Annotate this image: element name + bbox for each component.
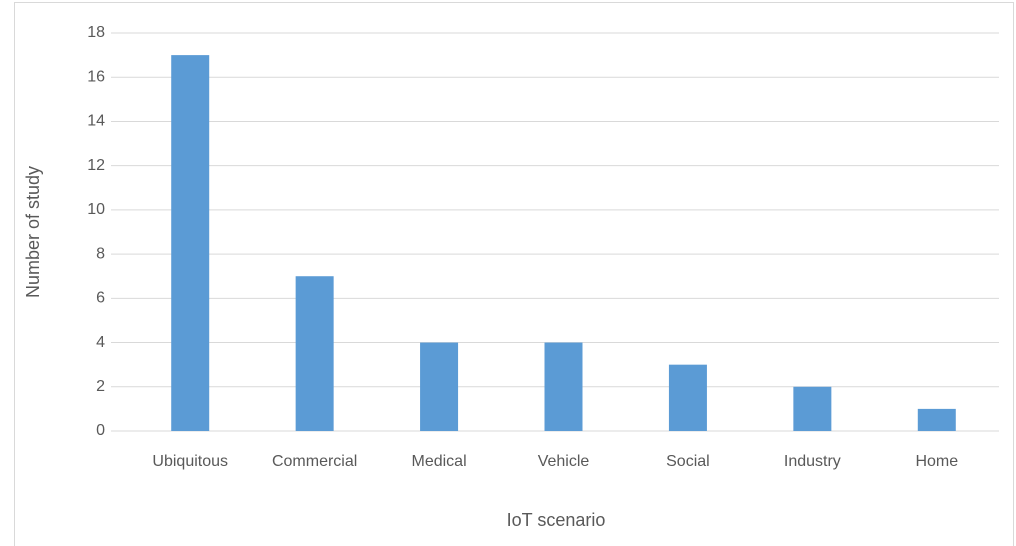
bar: [544, 342, 583, 431]
y-axis-title: Number of study: [23, 166, 43, 298]
y-tick-label: 8: [96, 245, 105, 262]
bar: [420, 342, 459, 431]
bar: [171, 55, 210, 431]
y-tick-label: 10: [87, 201, 105, 218]
y-tick-label: 0: [96, 422, 105, 439]
x-tick-label: Commercial: [272, 453, 357, 470]
bar: [793, 386, 832, 431]
y-tick-label: 16: [87, 68, 105, 85]
y-tick-label: 4: [96, 334, 105, 351]
chart-border: [14, 2, 1014, 546]
y-tick-label: 6: [96, 290, 105, 307]
y-tick-label: 18: [87, 24, 105, 41]
x-tick-label: Home: [915, 453, 958, 470]
y-tick-label: 12: [87, 157, 105, 174]
x-tick-label: Medical: [412, 453, 467, 470]
y-tick-label: 2: [96, 378, 105, 395]
y-tick-label: 14: [87, 113, 105, 130]
bar: [295, 276, 334, 431]
bar: [917, 408, 956, 431]
x-tick-label: Social: [666, 453, 710, 470]
x-tick-label: Vehicle: [538, 453, 590, 470]
x-tick-label: Industry: [784, 453, 841, 470]
x-tick-label: Ubiquitous: [152, 453, 228, 470]
bar: [668, 364, 707, 431]
x-axis-title: IoT scenario: [507, 510, 606, 530]
